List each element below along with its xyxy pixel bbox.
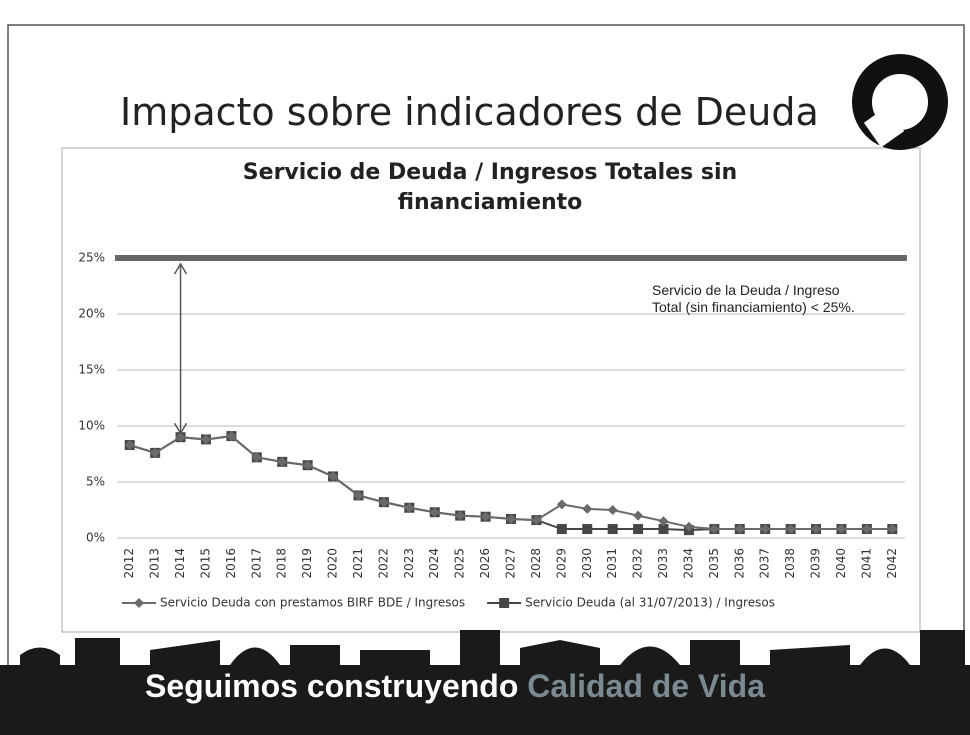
point (404, 502, 415, 513)
x-tick-label: 2018 (275, 548, 289, 579)
point (785, 524, 796, 535)
x-tick-label: 2030 (580, 548, 594, 579)
x-tick-label: 2015 (198, 548, 212, 579)
x-tick-label: 2028 (529, 548, 543, 579)
point (760, 524, 771, 535)
point (658, 524, 669, 535)
point (429, 507, 440, 518)
y-tick-label: 10% (78, 419, 105, 433)
x-tick-label: 2021 (351, 548, 365, 579)
logo-cut (863, 106, 905, 148)
annotation: Servicio de la Deuda / Ingreso Total (si… (652, 282, 855, 315)
x-tick-label: 2031 (605, 548, 619, 579)
y-tick-label: 25% (78, 251, 105, 265)
point (836, 524, 847, 535)
point (556, 524, 567, 535)
point (302, 460, 313, 471)
slide-title: Impacto sobre indicadores de Deuda (120, 90, 819, 134)
x-tick-label: 2025 (453, 548, 467, 579)
point (277, 456, 288, 467)
x-tick-label: 2019 (300, 548, 314, 579)
x-tick-label: 2032 (631, 548, 645, 579)
point (124, 440, 135, 451)
y-tick-label: 5% (86, 475, 105, 489)
point (200, 434, 211, 445)
point (455, 510, 466, 521)
point (175, 432, 186, 443)
y-tick-label: 15% (78, 363, 105, 377)
point (582, 503, 593, 514)
x-tick-label: 2041 (859, 548, 873, 579)
x-tick-label: 2020 (326, 548, 340, 579)
x-tick-label: 2013 (148, 548, 162, 579)
point (556, 499, 567, 510)
x-tick-label: 2035 (707, 548, 721, 579)
point (861, 524, 872, 535)
point (887, 524, 898, 535)
chart-title: Servicio de Deuda / Ingresos Totales sin… (242, 160, 738, 215)
point (734, 524, 745, 535)
x-tick-label: 2036 (732, 548, 746, 579)
point (633, 510, 644, 521)
footer-highlight: Calidad de Vida (527, 668, 765, 704)
x-tick-label: 2023 (402, 548, 416, 579)
point (633, 524, 644, 535)
point (607, 505, 618, 515)
point (531, 515, 542, 526)
x-tick-label: 2034 (681, 548, 695, 579)
point (709, 524, 720, 535)
x-tick-label: 2026 (478, 548, 492, 579)
x-tick-label: 2012 (122, 548, 136, 579)
legend-label: Servicio Deuda (al 31/07/2013) / Ingreso… (525, 596, 775, 610)
x-tick-label: 2029 (554, 548, 568, 579)
city-footer (0, 630, 970, 735)
legend-label: Servicio Deuda con prestamos BIRF BDE / … (160, 596, 465, 610)
footer: Seguimos construyendo Calidad de Vida (145, 668, 765, 705)
x-tick-label: 2016 (224, 548, 238, 579)
point (658, 516, 669, 527)
point (378, 497, 389, 508)
x-tick-label: 2033 (656, 548, 670, 579)
x-tick-label: 2027 (504, 548, 518, 579)
legend-item: Servicio Deuda (al 31/07/2013) / Ingreso… (487, 596, 775, 610)
point (607, 524, 618, 535)
point (328, 471, 339, 482)
legend-marker (499, 598, 510, 608)
x-tick-label: 2042 (885, 548, 899, 579)
point (353, 490, 364, 501)
point (226, 431, 237, 442)
point (506, 513, 516, 524)
x-tick-label: 2040 (834, 548, 848, 579)
x-tick-label: 2037 (758, 548, 772, 579)
y-tick-label: 0% (86, 531, 105, 545)
point (480, 511, 491, 522)
x-tick-label: 2038 (783, 548, 797, 579)
point (150, 447, 161, 458)
legend-marker (134, 598, 144, 608)
x-tick-label: 2017 (249, 548, 263, 579)
footer-text: Seguimos construyendo (145, 668, 519, 704)
chart-frame (61, 147, 921, 633)
y-tick-label: 20% (78, 307, 105, 321)
point (811, 524, 822, 535)
point (582, 524, 593, 535)
x-tick-label: 2014 (173, 548, 187, 579)
point (251, 452, 262, 463)
point (683, 521, 694, 532)
logo (852, 54, 948, 150)
x-tick-label: 2022 (376, 548, 390, 579)
x-tick-label: 2024 (427, 548, 441, 579)
legend-item: Servicio Deuda con prestamos BIRF BDE / … (122, 596, 465, 610)
x-tick-label: 2039 (809, 548, 823, 579)
